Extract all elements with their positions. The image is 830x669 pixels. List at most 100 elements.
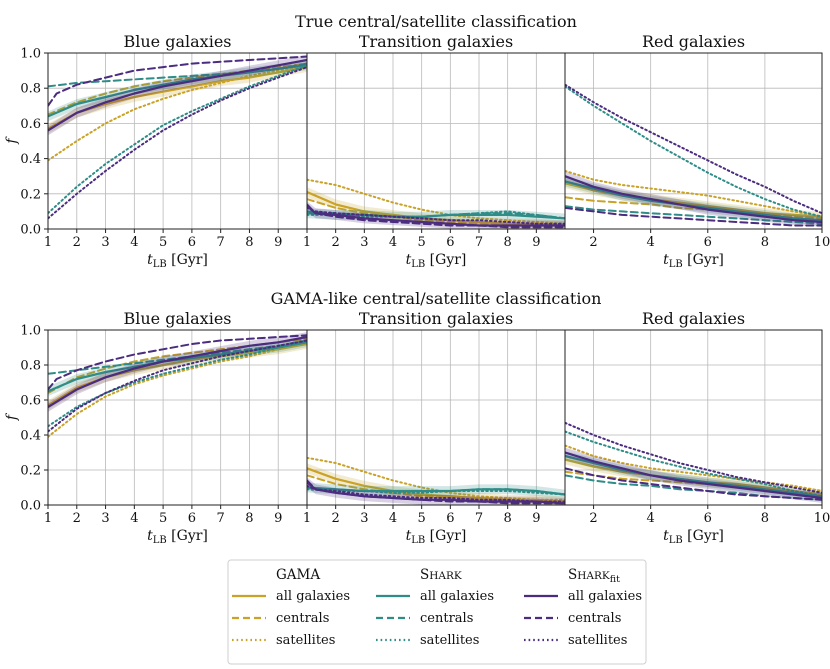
x-tick-label: 6 [188, 511, 196, 526]
x-tick-label: 2 [589, 511, 597, 526]
y-tick-label: 0.6 [20, 117, 41, 132]
x-tick-label: 5 [159, 235, 167, 250]
legend: GAMA all galaxies centrals satellites SHARK a… [227, 559, 647, 665]
series-group [48, 332, 307, 438]
gridlines [307, 330, 565, 505]
x-tick-label: 2 [73, 511, 81, 526]
x-axis-label: tLB [Gyr] [406, 528, 467, 546]
x-tick-label: 1 [303, 235, 311, 250]
x-tick-label: 5 [159, 511, 167, 526]
x-tick-label: 9 [274, 235, 282, 250]
band-shark_fit-all [48, 332, 307, 412]
line-shark-satellites [565, 85, 822, 218]
panel-title: Blue galaxies [124, 309, 232, 328]
x-tick-label: 8 [761, 511, 769, 526]
x-tick-label: 10 [814, 511, 830, 526]
panel-r1-1: 1 2 3 4 5 6 7 8 9 Transition galaxies tLB [Gyr] [303, 309, 566, 546]
legend-label-all: all galaxies [420, 589, 494, 604]
x-tick-label: 6 [188, 235, 196, 250]
y-axis-label: f [4, 136, 20, 145]
band-gama-all [48, 62, 307, 134]
panel-r0-2: 2 4 6 8 10 Red galaxies tLB [Gyr] [564, 32, 830, 270]
x-axis-label: tLB [Gyr] [663, 252, 724, 270]
panel-title: Red galaxies [642, 309, 745, 328]
line-shark-fit-centrals [48, 55, 307, 107]
x-tick-label: 10 [814, 235, 830, 250]
panel-r1-2: 2 4 6 8 10 Red galaxies tLB [Gyr] [564, 309, 830, 546]
line-shark-fit-satellites [307, 484, 565, 503]
line-shark-fit-satellites [48, 66, 307, 220]
x-tick-label: 6 [704, 511, 712, 526]
line-shark-fit-all [48, 58, 307, 132]
band-gama-all [307, 463, 565, 505]
y-tick-label: 0.2 [20, 187, 41, 202]
x-tick-label: 3 [101, 511, 109, 526]
y-tick-label: 0.8 [20, 82, 41, 97]
legend-group-2: SHARKfit all galaxies centrals satellites [524, 567, 642, 648]
line-shark-fit-centrals [48, 334, 307, 391]
x-tick-label: 7 [217, 235, 225, 250]
line-shark-fit-centrals [565, 206, 822, 227]
axes-frame [564, 329, 823, 506]
gridlines [307, 53, 565, 229]
x-tick-label: 9 [532, 511, 540, 526]
line-shark-centrals [48, 339, 307, 375]
series-group [307, 178, 565, 229]
x-tick-label: 8 [245, 235, 253, 250]
axes-frame [564, 52, 823, 230]
x-tick-label: 1 [303, 511, 311, 526]
legend-group-title: GAMA [276, 567, 320, 583]
panel-r0-0: 1 2 3 4 5 6 7 8 9 0.0 0.2 0.4 0.6 0.8 1.0 f Blue galaxie… [4, 32, 308, 270]
line-shark-fit-all [48, 335, 307, 409]
band-shark_fit-all [565, 171, 822, 227]
series-group [48, 55, 307, 220]
x-tick-label: 6 [704, 235, 712, 250]
y-tick-label: 0.4 [20, 429, 41, 444]
line-shark-satellites [48, 64, 307, 215]
line-shark-fit-all [565, 451, 822, 500]
y-axis-label: f [4, 412, 20, 421]
y-tick-label: 1.0 [20, 324, 41, 339]
line-gama-satellites [565, 444, 822, 492]
x-tick-label: 7 [475, 511, 483, 526]
band-shark_fit-all [307, 477, 565, 505]
legend-group-1: SHARK all galaxies centrals satellites [376, 567, 494, 648]
x-tick-label: 4 [130, 511, 138, 526]
panel-r1-0: 1 2 3 4 5 6 7 8 9 0.0 0.2 0.4 0.6 0.8 1.0 f Blue galaxie… [4, 309, 308, 546]
line-gama-satellites [48, 64, 307, 162]
legend-group-title: SHARKfit [568, 567, 620, 585]
series-group [565, 421, 822, 503]
legend-label-all: all galaxies [568, 589, 642, 604]
legend-group-0: GAMA all galaxies centrals satellites [232, 567, 350, 648]
x-axis-label: tLB [Gyr] [663, 528, 724, 546]
line-shark-fit-satellites [48, 339, 307, 433]
panel-r0-1: 1 2 3 4 5 6 7 8 9 Transition galaxies tLB [Gyr] [303, 32, 566, 270]
y-tick-label: 0.0 [20, 223, 41, 238]
line-shark-fit-centrals [307, 203, 565, 229]
panel-title: Red galaxies [642, 32, 745, 51]
y-tick-label: 0.2 [20, 464, 41, 479]
band-gama-all [565, 178, 822, 222]
line-shark-satellites [307, 488, 565, 496]
y-tick-label: 1.0 [20, 47, 41, 62]
line-shark-fit-satellites [565, 83, 822, 215]
y-tick-label: 0.4 [20, 152, 41, 167]
x-tick-label: 2 [332, 235, 340, 250]
x-tick-label: 4 [389, 511, 397, 526]
series-group [565, 83, 822, 227]
panel-title: Blue galaxies [124, 32, 232, 51]
line-shark-centrals [565, 205, 822, 225]
x-axis-label: tLB [Gyr] [406, 252, 467, 270]
x-tick-label: 2 [73, 235, 81, 250]
line-shark-fit-satellites [565, 421, 822, 494]
panel-title: Transition galaxies [359, 309, 513, 328]
x-tick-label: 2 [332, 511, 340, 526]
x-tick-label: 3 [101, 235, 109, 250]
legend-label-satellites: satellites [276, 633, 335, 648]
y-tick-label: 0.0 [20, 499, 41, 514]
x-tick-label: 6 [446, 235, 454, 250]
line-shark-satellites [565, 430, 822, 498]
x-tick-label: 7 [475, 235, 483, 250]
band-gama-all [307, 187, 565, 229]
